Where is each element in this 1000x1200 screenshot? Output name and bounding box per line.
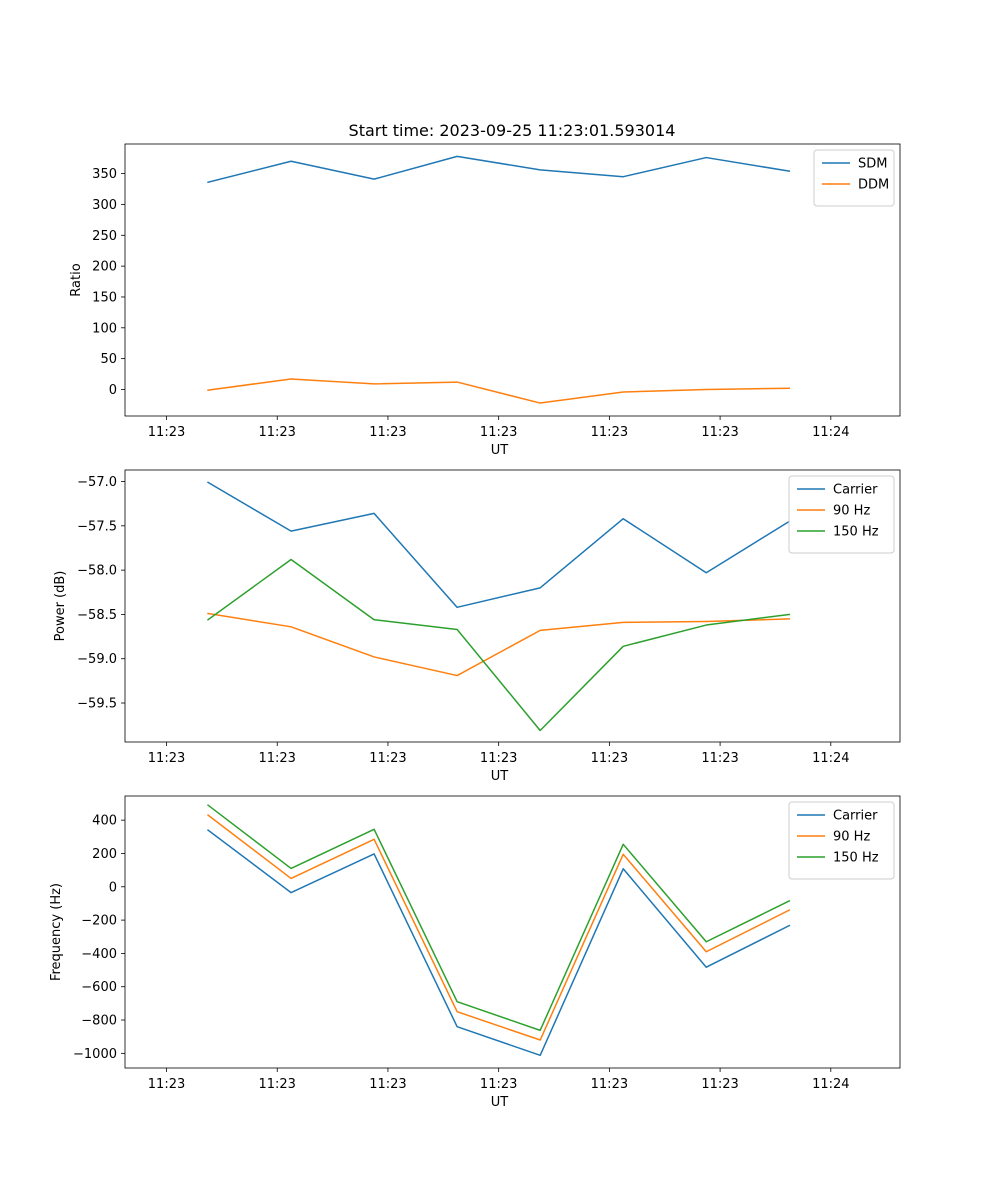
legend-box — [788, 475, 895, 554]
y-tick-label: 300 — [92, 198, 117, 213]
plot-area-frame — [124, 469, 901, 743]
x-tick-label: 11:23 — [258, 1077, 295, 1092]
y-axis-label: Frequency (Hz) — [49, 883, 64, 981]
x-tick-label: 11:23 — [369, 425, 406, 440]
x-tick-label: 11:23 — [258, 425, 295, 440]
series-line-sdm — [207, 155, 791, 184]
y-axis-label: Ratio — [69, 263, 84, 296]
y-tick-label: 250 — [92, 229, 117, 244]
y-tick-label: 200 — [92, 847, 117, 862]
y-tick-label: 0 — [109, 383, 117, 398]
x-tick-label: 11:23 — [701, 1077, 738, 1092]
legend-label: 150 Hz — [833, 851, 879, 866]
x-tick-label: 11:23 — [480, 751, 517, 766]
x-tick-label: 11:23 — [369, 751, 406, 766]
x-tick-label: 11:23 — [591, 751, 628, 766]
series-line-150-hz — [206, 558, 791, 732]
y-tick-label: 100 — [92, 321, 117, 336]
y-tick-label: 400 — [92, 814, 117, 829]
y-tick-label: −57.0 — [77, 475, 117, 490]
y-tick-label: −800 — [81, 1014, 117, 1029]
legend-label: Carrier — [833, 483, 878, 498]
x-tick-label: 11:23 — [258, 751, 295, 766]
x-axis-label: UT — [491, 769, 509, 784]
y-tick-label: 150 — [92, 290, 117, 305]
x-tick-label: 11:23 — [369, 1077, 406, 1092]
x-tick-label: 11:23 — [148, 1077, 185, 1092]
series-line-150-hz — [206, 804, 791, 1032]
x-tick-label: 11:23 — [480, 425, 517, 440]
y-tick-label: −57.5 — [77, 519, 117, 534]
x-tick-label: 11:24 — [812, 425, 849, 440]
x-tick-label: 11:23 — [701, 751, 738, 766]
series-line-90-hz — [207, 612, 791, 677]
series-line-90-hz — [206, 814, 791, 1041]
x-tick-label: 11:24 — [812, 751, 849, 766]
subplot-3: 11:23 11:23 11:23 11:23 11:23 11:23 11:24 −1000… — [49, 795, 901, 1110]
y-tick-label: −58.5 — [77, 608, 117, 623]
plot-area-frame — [124, 795, 901, 1069]
legend-box — [813, 149, 895, 207]
y-tick-label: −58.0 — [77, 564, 117, 579]
y-tick-label: 50 — [100, 352, 117, 367]
y-tick-label: 200 — [92, 260, 117, 275]
series-line-carrier — [206, 829, 791, 1057]
legend-label: 90 Hz — [833, 830, 870, 845]
y-tick-label: −1000 — [73, 1047, 117, 1062]
x-tick-label: 11:24 — [812, 1077, 849, 1092]
y-tick-label: −200 — [81, 914, 117, 929]
legend-box — [788, 801, 895, 880]
y-tick-label: −59.0 — [77, 652, 117, 667]
plot-area-frame — [124, 143, 901, 417]
legend-label: Carrier — [833, 809, 878, 824]
legend: SDM DDM — [813, 149, 895, 207]
chart-title: Start time: 2023-09-25 11:23:01.593014 — [349, 121, 676, 140]
y-tick-label: −400 — [81, 947, 117, 962]
x-tick-label: 11:23 — [148, 751, 185, 766]
y-tick-label: 350 — [92, 167, 117, 182]
subplots: 11:23 11:23 11:23 11:23 11:23 11:23 11:24 0 50 10… — [49, 143, 901, 1110]
y-axis-label: Power (dB) — [53, 571, 68, 642]
x-tick-label: 11:23 — [701, 425, 738, 440]
subplot-2: 11:23 11:23 11:23 11:23 11:23 11:23 11:24 −59.5… — [53, 469, 901, 784]
series-line-ddm — [207, 378, 791, 404]
legend-label: 150 Hz — [833, 525, 879, 540]
legend: Carrier 90 Hz 150 Hz — [788, 475, 895, 554]
legend: Carrier 90 Hz 150 Hz — [788, 801, 895, 880]
x-tick-label: 11:23 — [148, 425, 185, 440]
x-axis-label: UT — [491, 1095, 509, 1110]
series-line-carrier — [207, 481, 791, 609]
x-tick-label: 11:23 — [591, 1077, 628, 1092]
legend-label: 90 Hz — [833, 504, 870, 519]
legend-label: SDM — [858, 157, 887, 172]
y-tick-label: 0 — [109, 880, 117, 895]
x-axis-label: UT — [491, 443, 509, 458]
y-tick-label: −59.5 — [77, 697, 117, 712]
x-tick-label: 11:23 — [480, 1077, 517, 1092]
subplot-1: 11:23 11:23 11:23 11:23 11:23 11:23 11:24 0 50 10… — [69, 143, 901, 458]
y-tick-label: −600 — [81, 980, 117, 995]
x-tick-label: 11:23 — [591, 425, 628, 440]
legend-label: DDM — [858, 178, 889, 193]
